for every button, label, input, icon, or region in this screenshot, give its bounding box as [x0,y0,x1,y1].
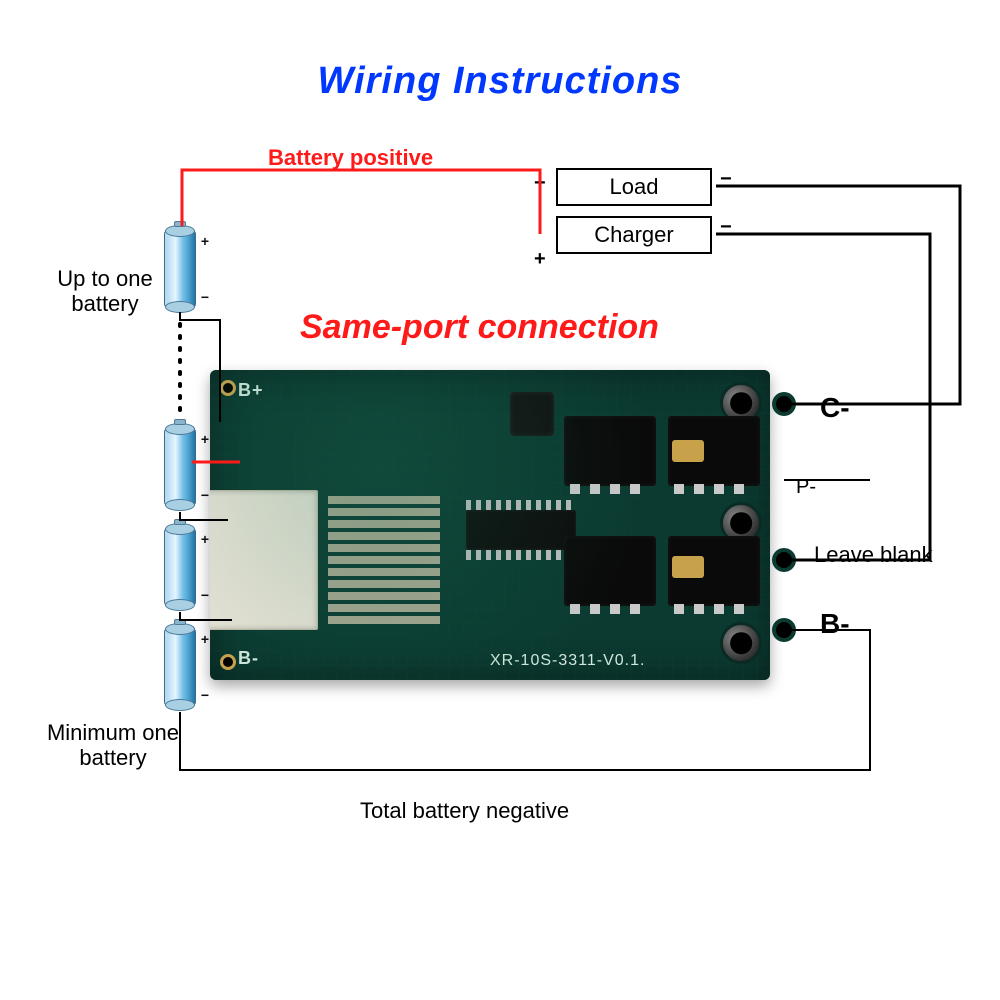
charger-label: Charger [594,222,673,248]
mosfet-q1 [564,416,656,486]
label-total-negative: Total battery negative [360,798,569,823]
pad-1 [672,440,704,462]
load-label: Load [610,174,659,200]
screw-p-minus [720,502,762,544]
label-p-minus: P- [796,476,816,499]
port-c-minus [776,396,792,412]
label-battery-positive: Battery positive [268,145,433,170]
charger-plus: + [534,248,546,271]
hole-bl [220,654,236,670]
balance-connector [210,490,318,630]
label-min-one: Minimum one battery [38,720,188,771]
mosfet-q4 [668,536,760,606]
connector-pins [328,496,440,624]
battery-cell-3: +− [164,528,196,606]
bms-board: B+ B- XR-10S-3311-V0.1. [210,370,770,680]
diagram-stage: Wiring Instructions Same-port connection… [0,0,1000,1000]
silk-model: XR-10S-3311-V0.1. [490,652,645,670]
load-box: Load [556,168,712,206]
mosfet-q2 [668,416,760,486]
port-p-minus [776,552,792,568]
charger-minus: − [720,216,732,239]
screw-c-minus [720,382,762,424]
controller-ic [466,510,576,550]
port-b-minus [776,622,792,638]
battery-cell-4: +− [164,628,196,706]
subtitle: Same-port connection [300,308,659,347]
load-plus: + [534,172,546,195]
label-c-minus: C- [820,392,850,424]
silk-bplus: B+ [238,380,264,401]
mosfet-q3 [564,536,656,606]
hole-tl [220,380,236,396]
inductor [510,392,554,436]
battery-cell-1: +− [164,230,196,308]
label-b-minus: B- [820,608,850,640]
label-up-to-one: Up to one battery [40,266,170,317]
charger-box: Charger [556,216,712,254]
label-leave-blank: Leave blank [814,542,933,567]
load-minus: − [720,168,732,191]
screw-b-minus [720,622,762,664]
battery-cell-2: +− [164,428,196,506]
page-title: Wiring Instructions [0,60,1000,103]
pad-2 [672,556,704,578]
silk-bminus: B- [238,648,259,669]
